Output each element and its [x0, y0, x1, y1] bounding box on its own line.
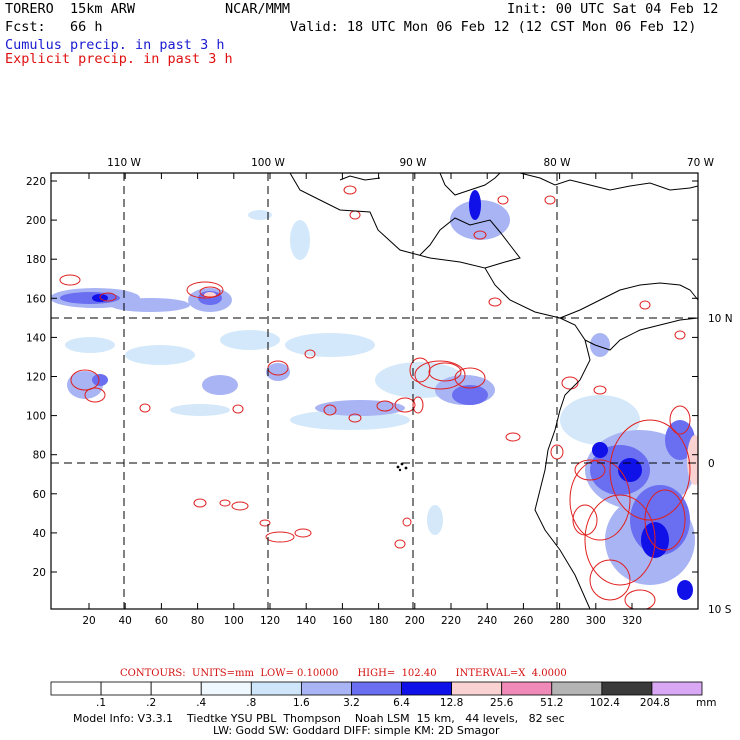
x-tick-label: 180 [369, 615, 389, 627]
colorbar-label: 6.4 [393, 697, 410, 709]
y-tick-label: 220 [26, 176, 46, 188]
colorbar-swatch [451, 681, 503, 696]
x-tick-label: 260 [513, 615, 533, 627]
longitude-label: 110 W [107, 157, 141, 169]
map-frame [50, 172, 699, 610]
x-tick-label: 200 [405, 615, 425, 627]
y-tick-label: 140 [26, 332, 46, 344]
x-tick-label: 120 [260, 615, 280, 627]
longitude-label: 100 W [251, 157, 285, 169]
y-tick-label: 200 [26, 215, 46, 227]
longitude-label: 90 W [399, 157, 427, 169]
y-tick-label: 60 [33, 489, 46, 501]
x-tick-label: 80 [191, 615, 204, 627]
colorbar-label: .8 [246, 697, 257, 709]
x-tick-label: 140 [296, 615, 316, 627]
colorbar-swatch [100, 681, 152, 696]
colorbar-label: 1.6 [293, 697, 310, 709]
contours-info: CONTOURS: UNITS=mm LOW= 0.10000 HIGH= 10… [120, 668, 567, 679]
x-tick-label: 240 [477, 615, 497, 627]
x-tick-label: 20 [82, 615, 95, 627]
colorbar-label: 25.6 [489, 697, 514, 709]
x-tick-label: 280 [550, 615, 570, 627]
forecast-hour: Fcst: 66 h [5, 19, 103, 35]
x-tick-label: 60 [155, 615, 168, 627]
latitude-label: 10 N [708, 313, 733, 325]
x-tick-label: 160 [332, 615, 352, 627]
colorbar-label: 102.4 [589, 697, 620, 709]
longitude-label: 80 W [543, 157, 571, 169]
legend-explicit: Explicit precip. in past 3 h [5, 51, 233, 67]
colorbar-swatch [351, 681, 402, 696]
y-tick-label: 40 [33, 528, 46, 540]
colorbar-swatch [300, 681, 352, 696]
colorbar-swatch [50, 681, 102, 696]
valid-time: Valid: 18 UTC Mon 06 Feb 12 (12 CST Mon … [290, 19, 697, 35]
longitude-label: 70 W [687, 157, 715, 169]
x-tick-label: 300 [586, 615, 606, 627]
latitude-label: 10 S [708, 604, 732, 616]
colorbar-label: 12.8 [439, 697, 464, 709]
y-tick-label: 80 [33, 450, 46, 462]
colorbar-swatch [150, 681, 202, 696]
y-tick-label: 20 [33, 567, 46, 579]
x-tick-label: 220 [441, 615, 461, 627]
colorbar-label: 3.2 [343, 697, 360, 709]
colorbar-units: mm [696, 697, 717, 709]
latitude-label: 0 [708, 458, 715, 470]
x-tick-label: 100 [224, 615, 244, 627]
colorbar-label: 51.2 [540, 697, 564, 709]
colorbar-swatch [501, 681, 553, 696]
model-info: Model Info: V3.3.1 Tiedtke YSU PBL Thomp… [73, 712, 565, 725]
x-tick-label: 320 [622, 615, 642, 627]
colorbar-label: .2 [146, 697, 157, 709]
x-tick-label: 40 [119, 615, 132, 627]
model-title: TORERO 15km ARW [5, 1, 136, 17]
colorbar-swatch [200, 681, 252, 696]
colorbar-label: .4 [196, 697, 207, 709]
org-label: NCAR/MMM [225, 1, 291, 17]
colorbar-swatch [250, 681, 302, 696]
y-tick-label: 120 [26, 372, 46, 384]
legend-cumulus: Cumulus precip. in past 3 h [5, 37, 225, 53]
y-tick-label: 160 [26, 293, 46, 305]
colorbar-swatch [401, 681, 453, 696]
colorbar [50, 681, 703, 696]
colorbar-swatch [551, 681, 603, 696]
graticule [51, 173, 698, 609]
init-time: Init: 00 UTC Sat 04 Feb 12 [507, 1, 719, 17]
colorbar-label: .1 [96, 697, 107, 709]
colorbar-label: 204.8 [639, 697, 670, 709]
colorbar-swatch [601, 681, 653, 696]
y-tick-label: 180 [26, 254, 46, 266]
precip-field [51, 173, 698, 609]
colorbar-swatch [651, 681, 703, 696]
y-tick-label: 100 [26, 411, 46, 423]
physics-info: LW: Godd SW: Goddard DIFF: simple KM: 2D… [213, 724, 500, 737]
